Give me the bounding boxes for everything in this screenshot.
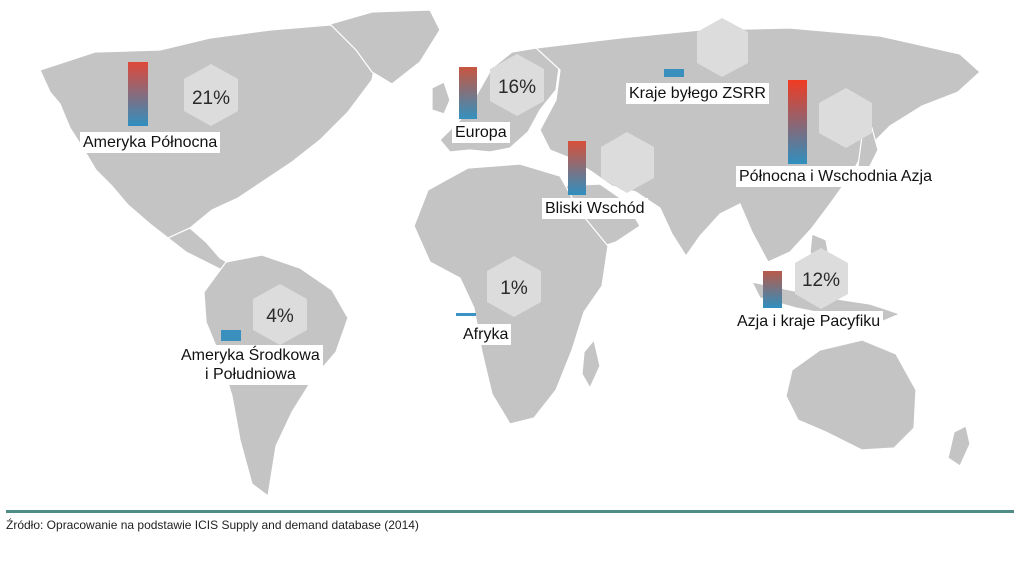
share-value-south-america: 4% [266,306,294,327]
bar-middle-east [568,141,586,195]
land-greenland [328,9,441,85]
region-label-europe: Europa [452,122,510,143]
share-value-asia-pacific: 12% [802,270,840,291]
share-bars [128,62,807,341]
region-label-asia-pacific: Azja i kraje Pacyfiku [734,311,884,332]
share-values: 21% 16% 1% 12% 4% [192,77,840,327]
share-value-africa: 1% [500,278,528,299]
hexagon-asia-pacific [795,248,848,309]
share-hexagons [184,18,872,345]
share-value-europe: 16% [498,77,536,98]
source-note: Źródło: Opracowanie na podstawie ICIS Su… [6,518,419,532]
bar-asia-pacific [763,271,782,308]
hexagon-middle-east [601,132,654,193]
land-madagascar [581,338,601,390]
land-australia [785,339,917,451]
bar-north-america [128,62,148,126]
bar-north-east-asia [788,80,807,164]
region-label-south-america-line1: Ameryka Środkowa [181,347,320,364]
source-divider [6,510,1014,513]
bar-europe [459,67,477,119]
region-label-north-america: Ameryka Północna [80,132,221,153]
region-label-south-america: Ameryka Środkowa i Południowa [178,345,323,385]
hexagon-former-ussr [697,18,748,77]
region-label-north-east-asia: Północna i Wschodnia Azja [736,166,935,187]
share-value-north-america: 21% [192,88,230,109]
bar-south-america [221,330,241,341]
region-label-south-america-line2: i Południowa [204,366,296,383]
hexagon-north-america [184,64,238,126]
world-map: 21% 16% 1% 12% 4% [39,9,981,498]
hexagon-europe [490,54,544,116]
region-label-africa: Afryka [460,324,512,345]
land-uk [431,81,451,115]
land-new-zealand [947,425,971,467]
bar-africa [456,313,476,316]
hexagon-africa [487,256,541,317]
bar-former-ussr [664,69,684,77]
region-label-middle-east: Bliski Wschód [542,198,648,219]
hexagon-south-america [253,284,307,345]
region-label-former-ussr: Kraje byłego ZSRR [626,83,769,104]
hexagon-north-east-asia [819,88,872,148]
